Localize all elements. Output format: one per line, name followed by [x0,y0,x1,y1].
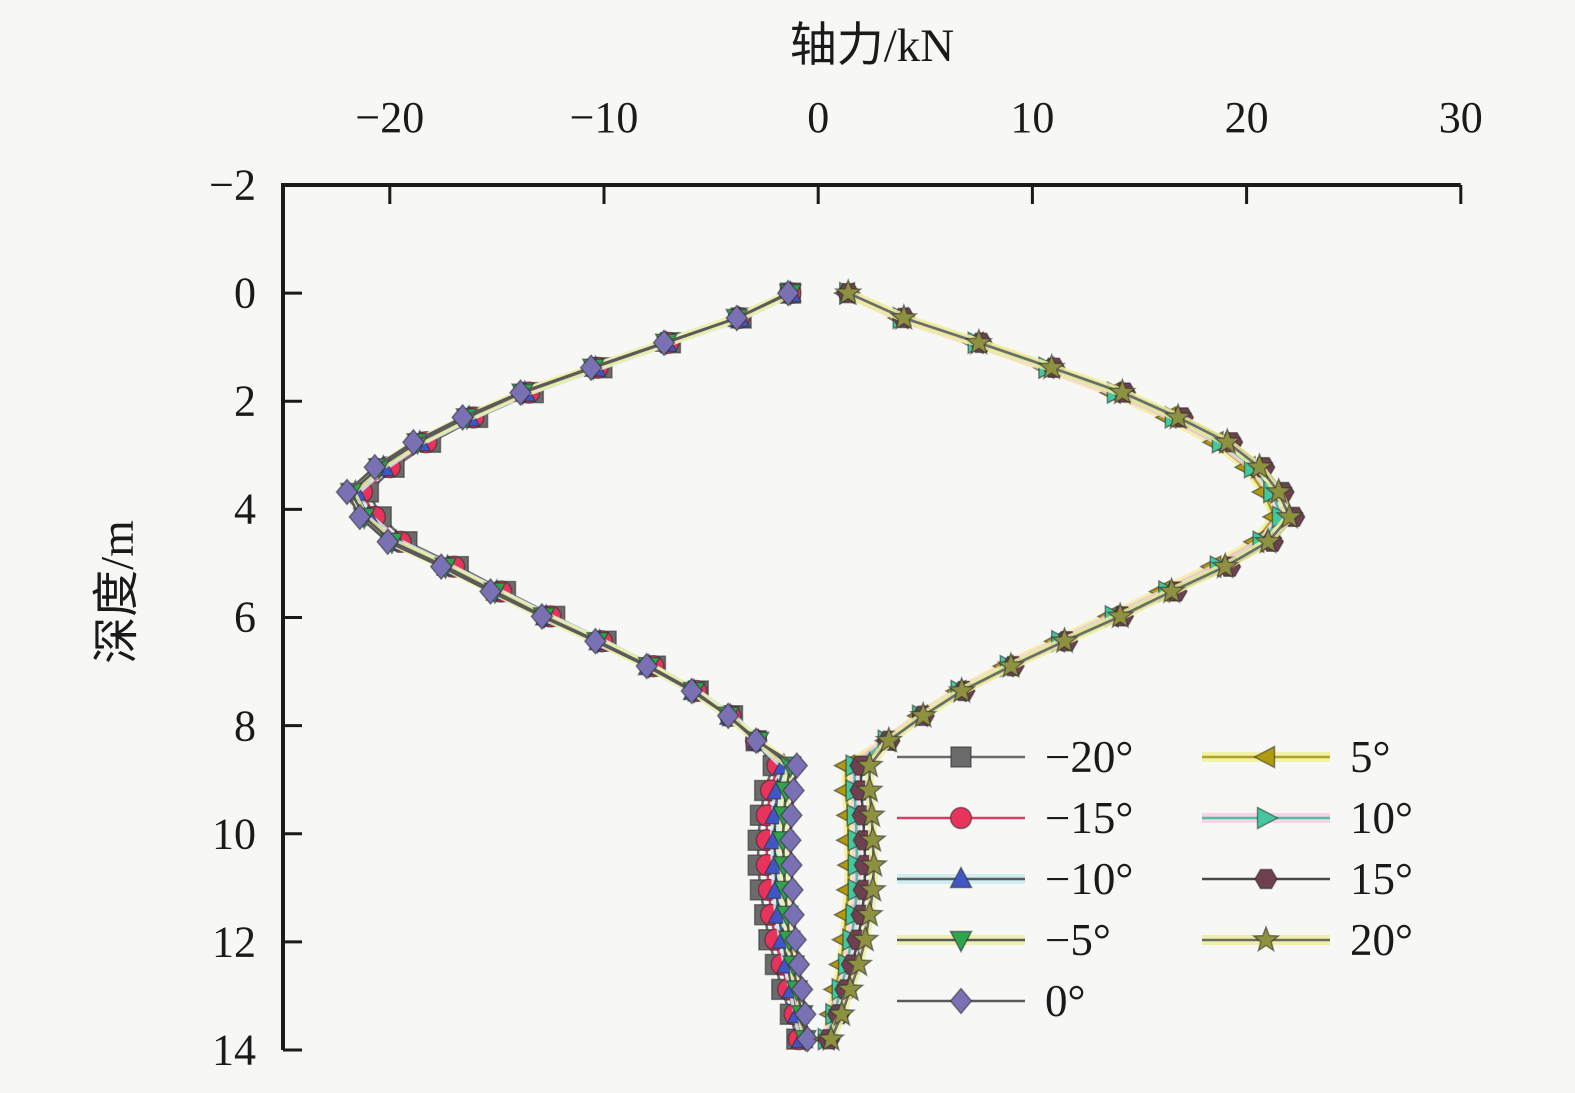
legend-swatch-neg20 [897,746,1025,768]
legend-swatch-5 [1202,745,1330,769]
legend-label-5: 5° [1350,732,1391,782]
series-−20° [357,282,808,1050]
legend-label-neg20: −20° [1045,732,1134,782]
legend-item-neg10: −10° [893,853,1133,905]
series-−5° [339,283,818,1053]
legend-label-neg15: −15° [1045,793,1134,843]
legend-swatch-10 [1202,806,1330,830]
legend-item-15: 15° [1198,853,1413,905]
legend-item-neg15: −15° [893,792,1133,844]
legend-label-neg10: −10° [1045,854,1134,904]
legend-label-0: 0° [1045,976,1086,1026]
series-−15° [350,281,811,1051]
series-0° [335,279,819,1053]
legend-swatch-neg10 [897,865,1025,889]
series-−10° [343,279,814,1049]
x-axis-title: 轴力/kN [789,20,955,72]
legend-label-20: 20° [1350,915,1413,965]
legend-swatch-15 [1202,868,1330,890]
legend-item-20: 20° [1198,914,1413,966]
legend-item-0: 0° [893,975,1086,1027]
legend-swatch-neg15 [897,806,1025,830]
y-axis-title: 深度/m [91,520,144,664]
series-20° [816,277,1304,1052]
legend-item-10: 10° [1198,792,1413,844]
legend-item-5: 5° [1198,731,1391,783]
legend-swatch-0 [897,987,1025,1015]
legend-swatch-20 [1202,924,1330,953]
legend-swatch-neg5 [897,930,1025,954]
legend-item-neg5: −5° [893,914,1111,966]
legend-label-neg5: −5° [1045,915,1111,965]
legend-label-10: 10° [1350,793,1413,843]
legend-item-neg20: −20° [893,731,1133,783]
legend-label-15: 15° [1350,854,1413,904]
